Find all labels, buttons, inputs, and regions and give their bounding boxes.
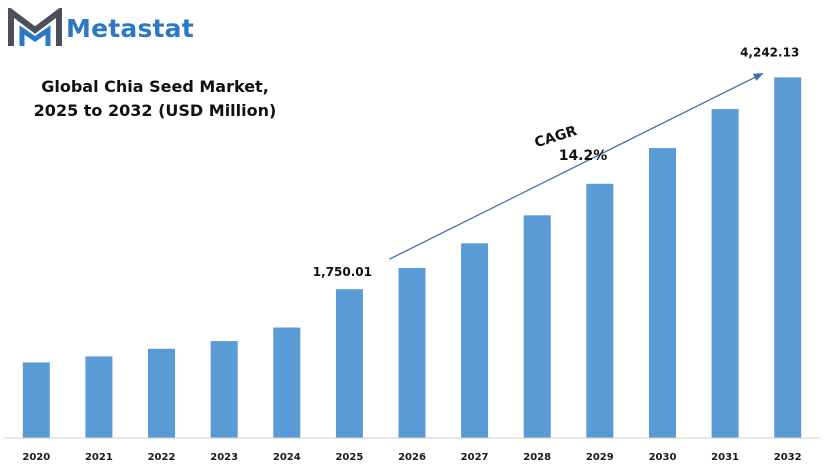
bar-2024 bbox=[273, 327, 301, 438]
cagr-value: 14.2% bbox=[559, 148, 608, 164]
cagr-label: CAGR bbox=[533, 123, 579, 151]
x-tick-label-2020: 2020 bbox=[22, 452, 50, 463]
x-tick-label-2032: 2032 bbox=[774, 452, 802, 463]
x-tick-label-2025: 2025 bbox=[335, 452, 363, 463]
bar-2028 bbox=[523, 215, 551, 438]
x-tick-label-2027: 2027 bbox=[461, 452, 489, 463]
x-tick-label-2030: 2030 bbox=[649, 452, 677, 463]
x-tick-label-2026: 2026 bbox=[398, 452, 426, 463]
x-tick-label-2022: 2022 bbox=[148, 452, 176, 463]
x-axis-ticks: 2020 2021 2022 2023 2024 2025 2026 2027 2028 2029… bbox=[22, 452, 801, 463]
chart-title-line-1: Global Chia Seed Market, bbox=[41, 77, 269, 96]
chart-title-line-2: 2025 to 2032 (USD Million) bbox=[33, 101, 277, 120]
bar-2025 bbox=[335, 289, 363, 438]
bar-2030 bbox=[649, 148, 676, 438]
data-labels-layer: 1,750.01 4,242.13 bbox=[313, 45, 800, 279]
data-label-2025: 1,750.01 bbox=[313, 265, 372, 279]
bars-layer bbox=[22, 77, 802, 439]
brand-logo: Metastat bbox=[8, 8, 194, 48]
x-tick-label-2021: 2021 bbox=[85, 452, 113, 463]
bar-2022 bbox=[148, 348, 175, 439]
bar-2023 bbox=[210, 341, 238, 438]
x-tick-label-2024: 2024 bbox=[273, 452, 301, 463]
x-tick-label-2029: 2029 bbox=[586, 452, 614, 463]
cagr-arrow bbox=[389, 72, 764, 260]
x-tick-label-2023: 2023 bbox=[210, 452, 238, 463]
data-label-2032: 4,242.13 bbox=[740, 45, 799, 59]
x-tick-label-2028: 2028 bbox=[523, 452, 551, 463]
chart-title: Global Chia Seed Market, 2025 to 2032 (U… bbox=[14, 75, 296, 123]
x-tick-label-2031: 2031 bbox=[711, 452, 739, 463]
bar-2032 bbox=[774, 77, 802, 439]
bar-2026 bbox=[398, 268, 426, 438]
bar-2020 bbox=[22, 362, 50, 439]
bar-2031 bbox=[711, 109, 739, 438]
bar-2021 bbox=[85, 356, 113, 438]
brand-name: Metastat bbox=[66, 13, 194, 43]
metastat-m-logo-icon bbox=[8, 8, 62, 46]
bar-2029 bbox=[586, 183, 614, 438]
bar-2027 bbox=[461, 243, 489, 438]
